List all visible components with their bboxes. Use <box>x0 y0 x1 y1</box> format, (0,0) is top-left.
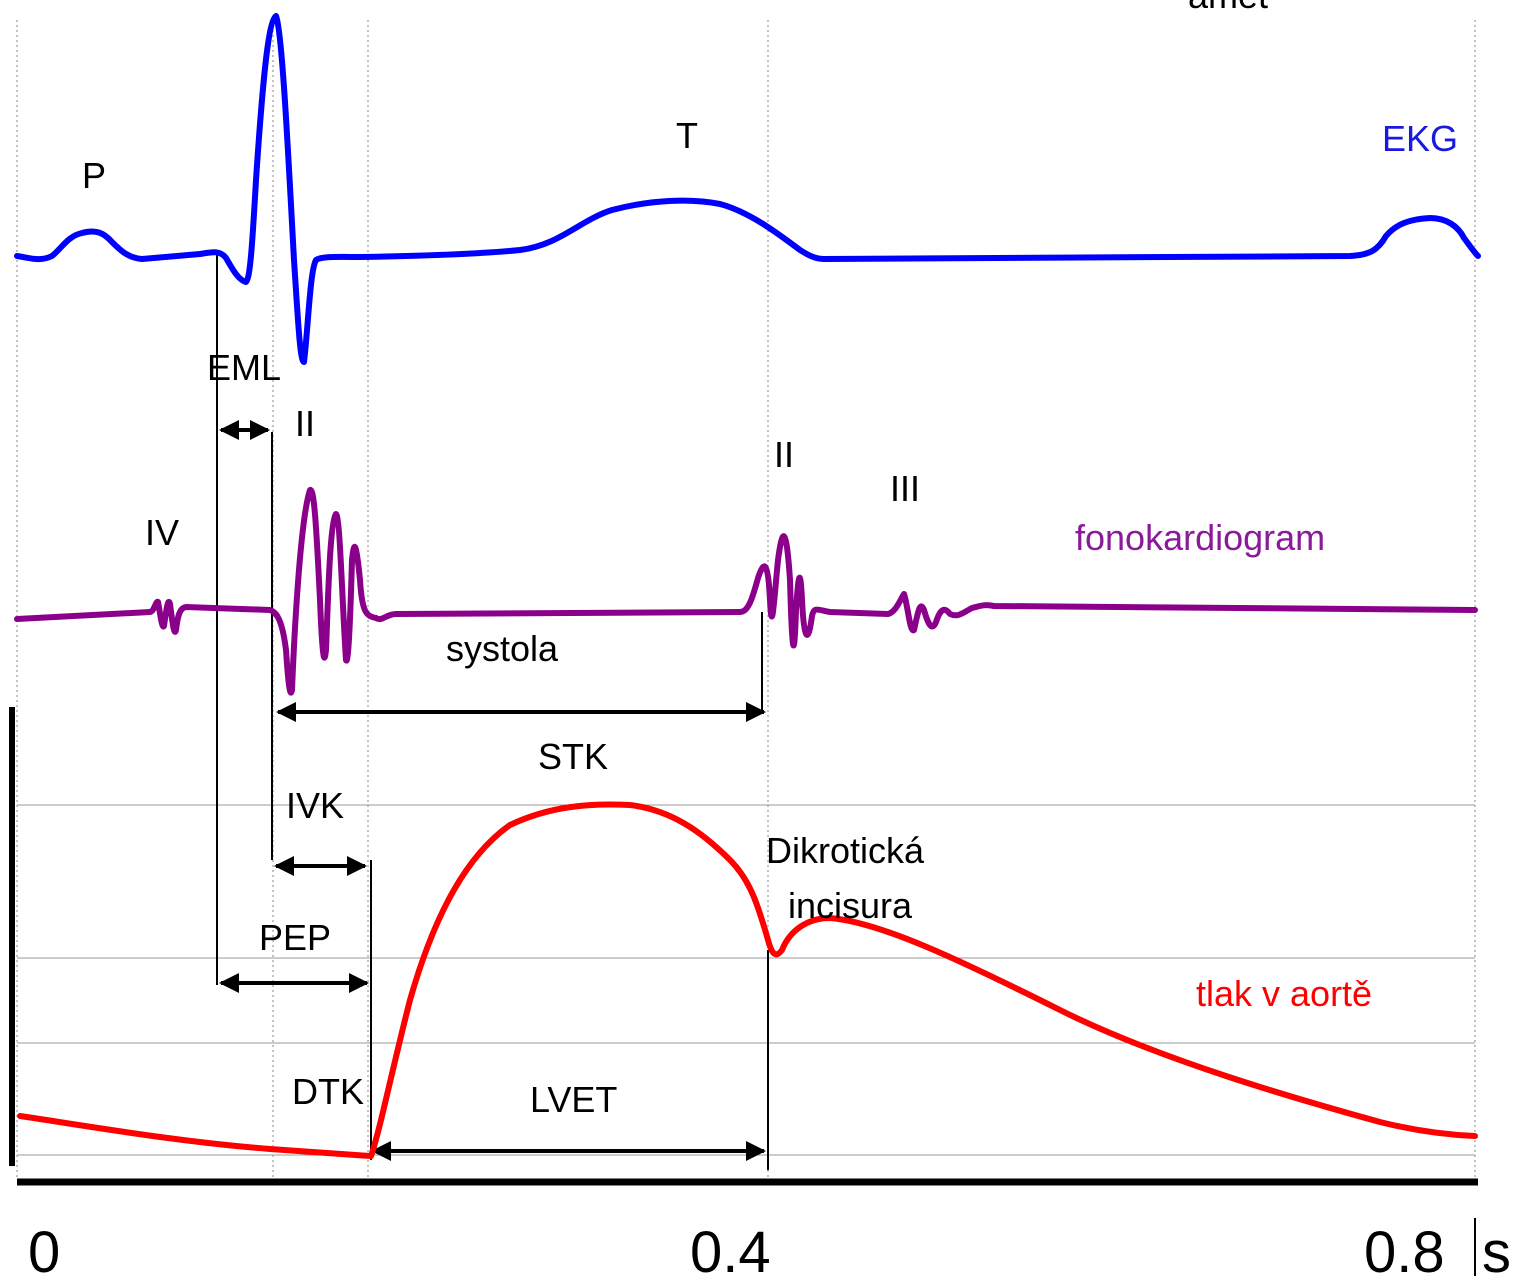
pep-label: PEP <box>259 917 331 958</box>
ekg-series-label: EKG <box>1382 118 1458 159</box>
p-wave-label: P <box>82 155 106 196</box>
third-heart-sound-label: III <box>890 468 920 509</box>
lvet-label: LVET <box>530 1079 617 1120</box>
stk-label: STK <box>538 736 608 777</box>
second-heart-sound-label: II <box>774 434 794 475</box>
time-tick-0-8: 0.8 <box>1364 1220 1445 1283</box>
pressure-gridlines <box>17 804 1475 1156</box>
dicrotic-notch-label-line2: incisura <box>788 885 913 926</box>
clipped-top-text: ámet <box>1188 0 1268 16</box>
time-unit-label: s <box>1482 1220 1511 1283</box>
dicrotic-notch-label-line1: Dikrotická <box>766 830 925 871</box>
eml-label: EML <box>207 347 281 388</box>
interval-arrows <box>219 420 766 1161</box>
phono-trace <box>14 486 1478 696</box>
dtk-label: DTK <box>292 1071 364 1112</box>
ivk-label: IVK <box>286 785 344 826</box>
time-tick-0: 0 <box>28 1220 60 1283</box>
aortic-pressure-trace <box>17 801 1478 1159</box>
fourth-heart-sound-label: IV <box>145 512 179 553</box>
time-tick-0-4: 0.4 <box>690 1220 771 1283</box>
pressure-series-label: tlak v aortě <box>1196 973 1372 1014</box>
systole-label: systola <box>446 628 559 669</box>
t-wave-label: T <box>676 115 698 156</box>
phono-series-label: fonokardiogram <box>1075 517 1325 558</box>
event-lines <box>216 253 769 1170</box>
ekg-trace <box>14 13 1481 365</box>
first-heart-sound-label: II <box>295 403 315 444</box>
